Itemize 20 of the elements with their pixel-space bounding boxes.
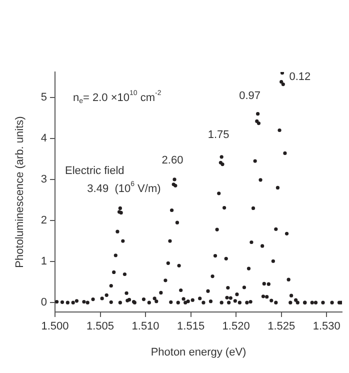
x-tick-label: 1.510	[132, 320, 160, 333]
x-axis-title: Photon energy (eV)	[150, 346, 246, 358]
x-tick-label: 1.505	[86, 320, 114, 333]
y-tick-label: 2	[40, 214, 47, 227]
x-tick-label: 1.515	[177, 320, 205, 333]
y-tick-label: 0	[40, 296, 47, 309]
y-tick-label: 4	[40, 132, 47, 144]
y-tick-label: 3	[40, 174, 47, 186]
x-tick-label: 1.530	[312, 320, 340, 333]
annotation: 0.12	[289, 70, 311, 83]
annotation: 0.97	[239, 90, 261, 102]
y-tick-label: 1	[40, 256, 47, 268]
annotation: Electric field	[65, 165, 124, 178]
x-tick-label: 1.500	[41, 320, 69, 333]
x-tick-label: 1.520	[222, 320, 250, 333]
x-tick-label: 1.525	[268, 320, 296, 333]
y-axis-title: Photoluminescence (arb. units)	[14, 116, 26, 268]
annotation: 1.75	[208, 128, 230, 141]
annotation: 2.60	[162, 154, 184, 167]
y-tick-label: 5	[40, 91, 47, 104]
